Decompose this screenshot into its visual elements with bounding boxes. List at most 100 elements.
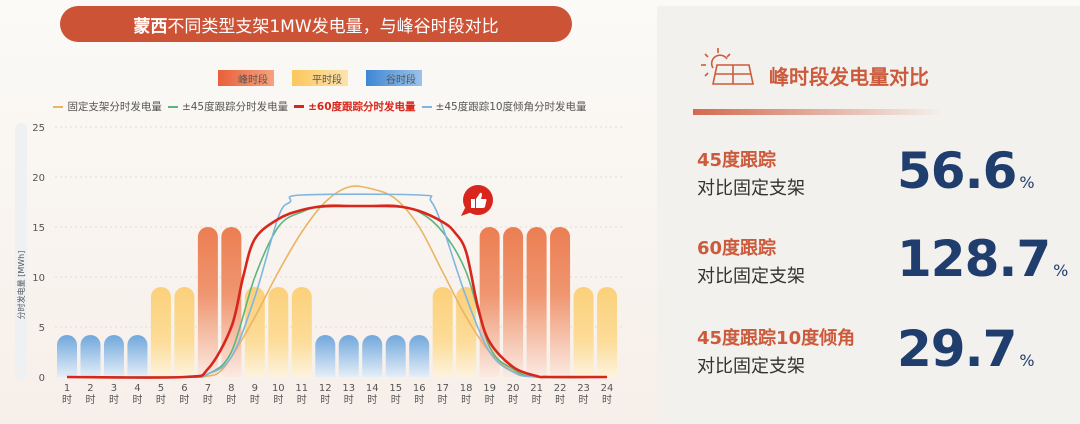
series-line — [66, 193, 608, 379]
x-tick-label: 6 — [181, 383, 187, 394]
x-tick-label-unit: 时 — [85, 394, 95, 406]
legend-peak: 峰时段 — [218, 70, 274, 86]
x-tick-label: 22 — [554, 383, 567, 394]
x-tick-label-unit: 时 — [132, 394, 142, 406]
x-tick-label: 3 — [111, 383, 117, 394]
y-tick-label: 10 — [32, 273, 45, 284]
x-tick-label-unit: 时 — [203, 394, 213, 406]
legend-flat: 平时段 — [292, 70, 348, 86]
comparison-row: 60度跟踪对比固定支架 — [697, 234, 805, 288]
x-tick-label-unit: 时 — [273, 394, 283, 406]
period-bar — [432, 287, 453, 377]
period-bar — [526, 227, 547, 377]
x-tick-label: 4 — [134, 383, 140, 394]
y-tick-label: 0 — [39, 373, 45, 384]
period-bar — [503, 227, 524, 377]
period-bar — [409, 335, 430, 377]
row-sublabel: 对比固定支架 — [697, 266, 805, 287]
legend-45-10: ±45度跟踪10度倾角分时发电量 — [421, 99, 587, 114]
period-bar — [127, 335, 148, 377]
x-tick-label-unit: 时 — [367, 394, 377, 406]
period-bar — [197, 227, 218, 377]
y-tick-label: 15 — [32, 223, 45, 234]
y-tick-label: 5 — [39, 323, 45, 334]
period-bar — [268, 287, 289, 377]
period-bar — [362, 335, 383, 377]
x-tick-label-unit: 时 — [532, 394, 542, 406]
x-tick-label-unit: 时 — [156, 394, 166, 406]
series-line — [66, 185, 608, 379]
series-line — [66, 204, 608, 379]
x-tick-label: 20 — [507, 383, 520, 394]
x-tick-label: 24 — [601, 383, 614, 394]
period-legend: 峰时段 平时段 谷时段 — [0, 70, 640, 86]
x-tick-label: 13 — [342, 383, 355, 394]
x-tick-label-unit: 时 — [297, 394, 307, 406]
period-bar — [456, 287, 477, 377]
row-number: 128.7% — [897, 234, 1068, 284]
row-unit: % — [1019, 351, 1035, 370]
row-unit: % — [1053, 261, 1069, 280]
x-tick-label-unit: 时 — [344, 394, 354, 406]
series-line — [66, 205, 608, 379]
row-number: 29.7% — [897, 324, 1035, 374]
x-tick-label-unit: 时 — [391, 394, 401, 406]
x-tick-label-unit: 时 — [508, 394, 518, 406]
y-tick-label: 20 — [32, 173, 45, 184]
x-tick-label-unit: 时 — [602, 394, 612, 406]
x-tick-label: 23 — [577, 383, 590, 394]
series-legend: 固定支架分时发电量 ±45度跟踪分时发电量 ±60度跟踪分时发电量 ±45度跟踪… — [0, 99, 640, 114]
period-bar — [57, 335, 77, 377]
legend-label: ±45度跟踪10度倾角分时发电量 — [435, 101, 587, 113]
row-unit: % — [1019, 173, 1035, 192]
legend-45: ±45度跟踪分时发电量 — [167, 99, 289, 114]
row-value: 29.7 — [897, 320, 1017, 378]
period-bar — [479, 227, 500, 377]
x-tick-label: 1 — [64, 383, 70, 394]
x-tick-label: 5 — [158, 383, 164, 394]
x-tick-label-unit: 时 — [461, 394, 471, 406]
legend-valley: 谷时段 — [366, 70, 422, 86]
x-tick-label: 14 — [366, 383, 379, 394]
chart-title: 蒙西 不同类型支架1MW发电量，与峰谷时段对比 — [60, 6, 572, 42]
legend-fixed: 固定支架分时发电量 — [53, 99, 162, 114]
period-bar — [597, 287, 618, 377]
period-bar — [291, 287, 312, 377]
x-tick-label-unit: 时 — [320, 394, 330, 406]
period-bar — [338, 335, 359, 377]
legend-label: ±45度跟踪分时发电量 — [181, 101, 289, 113]
x-tick-label-unit: 时 — [555, 394, 565, 406]
period-bar — [80, 335, 101, 377]
x-tick-label: 19 — [483, 383, 496, 394]
panel-title: 峰时段发电量对比 — [769, 65, 929, 89]
x-tick-label-unit: 时 — [485, 394, 495, 406]
legend-label: ±60度跟踪分时发电量 — [308, 101, 416, 113]
row-number: 56.6% — [897, 146, 1035, 196]
x-tick-label-unit: 时 — [438, 394, 448, 406]
thumbs-up-icon — [461, 185, 493, 216]
y-tick-label: 25 — [32, 123, 45, 134]
x-tick-label: 21 — [530, 383, 543, 394]
x-tick-label: 2 — [87, 383, 93, 394]
x-tick-label-unit: 时 — [579, 394, 589, 406]
row-value: 128.7 — [897, 230, 1051, 288]
x-tick-label: 8 — [228, 383, 234, 394]
x-tick-label-unit: 时 — [250, 394, 260, 406]
x-tick-label-unit: 时 — [109, 394, 119, 406]
legend-label: 固定支架分时发电量 — [67, 101, 162, 113]
comparison-row: 45度跟踪10度倾角 对比固定支架 — [697, 324, 855, 378]
x-tick-label: 17 — [436, 383, 449, 394]
row-label: 45度跟踪10度倾角 — [697, 328, 856, 349]
row-label: 45度跟踪 — [697, 150, 777, 171]
x-tick-label-unit: 时 — [179, 394, 189, 406]
x-tick-label-unit: 时 — [62, 394, 72, 406]
peak-comparison-panel: 峰时段发电量对比 45度跟踪 对比固定支架 56.6% 60度跟踪 对比固定支架 1… — [657, 6, 1080, 424]
period-bar — [550, 227, 571, 377]
x-tick-label: 10 — [272, 383, 285, 394]
row-label: 60度跟踪 — [697, 238, 777, 259]
period-bar — [150, 287, 171, 377]
x-tick-label: 18 — [460, 383, 473, 394]
row-sublabel: 对比固定支架 — [697, 178, 805, 199]
x-tick-label-unit: 时 — [226, 394, 236, 406]
x-tick-label: 9 — [252, 383, 258, 394]
